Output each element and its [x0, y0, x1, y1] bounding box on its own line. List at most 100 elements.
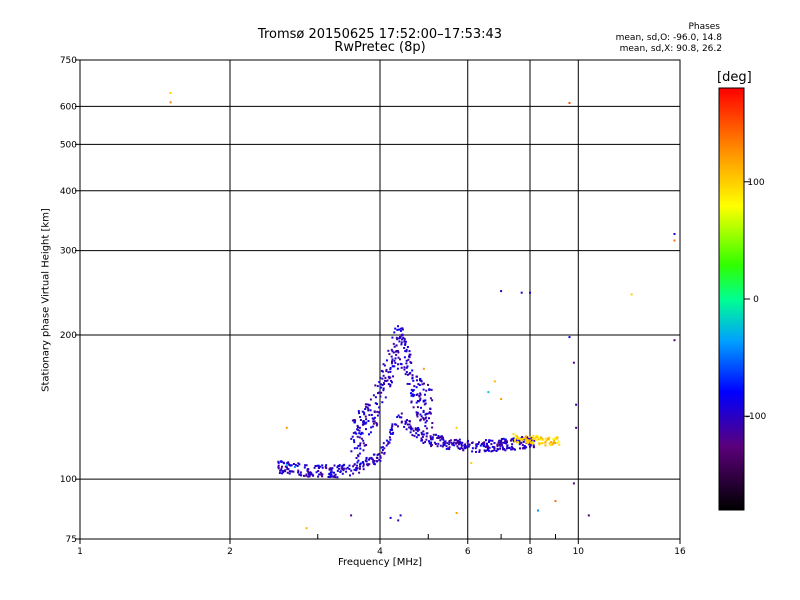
o-trace-point: [303, 466, 306, 469]
o-trace-point: [329, 474, 332, 477]
isolated-point: [673, 233, 676, 235]
o-trace-point: [529, 445, 531, 448]
o-trace-point: [474, 447, 477, 450]
o-trace-point: [456, 445, 459, 448]
o-trace-point: [391, 428, 394, 431]
o-cusp-point: [384, 376, 387, 379]
o-cusp-point: [426, 412, 429, 415]
phase-stats-heading: Phases: [688, 22, 720, 32]
isolated-point: [389, 516, 392, 519]
o-cusp-point: [366, 406, 369, 409]
o-cusp-point: [399, 335, 401, 338]
o-cusp-point: [428, 417, 430, 420]
o-cusp-point: [411, 369, 414, 372]
o-trace-point: [299, 471, 302, 474]
x-trace-point: [553, 440, 555, 443]
x-trace-point: [556, 436, 559, 439]
o-trace-point: [405, 428, 408, 431]
o-trace-point: [290, 464, 293, 467]
o-cusp-point: [374, 396, 377, 399]
o-cusp-point: [362, 449, 365, 452]
o-trace-point: [417, 427, 420, 429]
o-trace-point: [338, 464, 341, 467]
o-trace-point: [310, 473, 313, 476]
x-trace-point: [537, 436, 540, 439]
o-cusp-point: [396, 328, 399, 331]
o-trace-point: [404, 422, 407, 425]
o-cusp-point: [351, 435, 354, 438]
o-trace-point: [442, 436, 444, 439]
o-cusp-point: [384, 396, 387, 399]
x-trace-point: [524, 435, 527, 438]
o-trace-point: [321, 466, 324, 469]
isolated-point: [455, 426, 458, 429]
o-trace-point: [355, 468, 358, 471]
o-trace-point: [282, 471, 285, 474]
x-trace-point: [548, 442, 551, 445]
o-trace-point: [356, 467, 359, 470]
o-trace-point: [462, 449, 465, 452]
x-trace-point: [537, 438, 540, 441]
o-cusp-point: [385, 359, 388, 362]
o-cusp-point: [406, 382, 409, 385]
o-trace-point: [316, 464, 319, 467]
y-tick-label: 75: [66, 535, 77, 545]
o-trace-point: [362, 461, 365, 464]
o-trace-point: [362, 463, 365, 466]
o-cusp-point: [412, 389, 415, 392]
o-trace-point: [412, 429, 415, 432]
o-cusp-point: [394, 350, 397, 353]
o-trace-point: [487, 445, 490, 448]
x-trace-point: [552, 441, 555, 444]
o-cusp-point: [356, 428, 359, 431]
isolated-point: [520, 291, 523, 294]
o-cusp-point: [404, 350, 407, 353]
o-trace-point: [475, 443, 478, 446]
o-cusp-point: [397, 325, 399, 328]
o-cusp-point: [422, 409, 425, 412]
o-cusp-point: [378, 381, 381, 384]
o-trace-point: [521, 444, 524, 446]
o-cusp-point: [415, 401, 418, 404]
o-trace-point: [315, 471, 318, 474]
o-trace-point: [460, 446, 463, 449]
o-trace-point: [409, 420, 411, 423]
o-trace-point: [305, 464, 308, 467]
o-trace-point: [449, 439, 452, 442]
o-cusp-point: [362, 442, 365, 445]
x-trace-point: [550, 441, 552, 444]
o-cusp-point: [419, 397, 422, 400]
o-trace-point: [329, 467, 332, 470]
o-trace-point: [409, 431, 412, 434]
o-trace-point: [529, 444, 532, 447]
o-trace-point: [385, 439, 388, 442]
o-trace-point: [461, 447, 464, 450]
x-trace-point: [558, 443, 561, 446]
o-trace-point: [495, 450, 498, 452]
o-cusp-point: [370, 426, 373, 429]
o-trace-point: [399, 416, 401, 419]
x-tick-label: 10: [573, 547, 585, 557]
o-trace-point: [397, 425, 399, 428]
o-trace-point: [493, 442, 496, 444]
o-trace-point: [455, 438, 458, 441]
o-trace-point: [391, 423, 394, 426]
o-cusp-point: [376, 414, 379, 417]
o-cusp-point: [382, 387, 385, 390]
o-cusp-point: [404, 340, 407, 343]
o-cusp-point: [350, 437, 353, 440]
o-cusp-point: [373, 416, 376, 419]
o-cusp-point: [409, 371, 412, 374]
o-trace-point: [444, 440, 447, 443]
x-tick-label: 6: [465, 547, 471, 557]
isolated-point: [572, 482, 575, 485]
o-cusp-point: [424, 399, 427, 402]
o-trace-point: [415, 436, 418, 439]
o-cusp-point: [422, 388, 425, 391]
o-cusp-point: [359, 416, 362, 418]
o-trace-point: [305, 473, 308, 476]
x-trace-point: [552, 438, 555, 441]
o-trace-point: [518, 439, 521, 442]
o-cusp-point: [382, 389, 385, 392]
o-cusp-point: [403, 356, 406, 359]
